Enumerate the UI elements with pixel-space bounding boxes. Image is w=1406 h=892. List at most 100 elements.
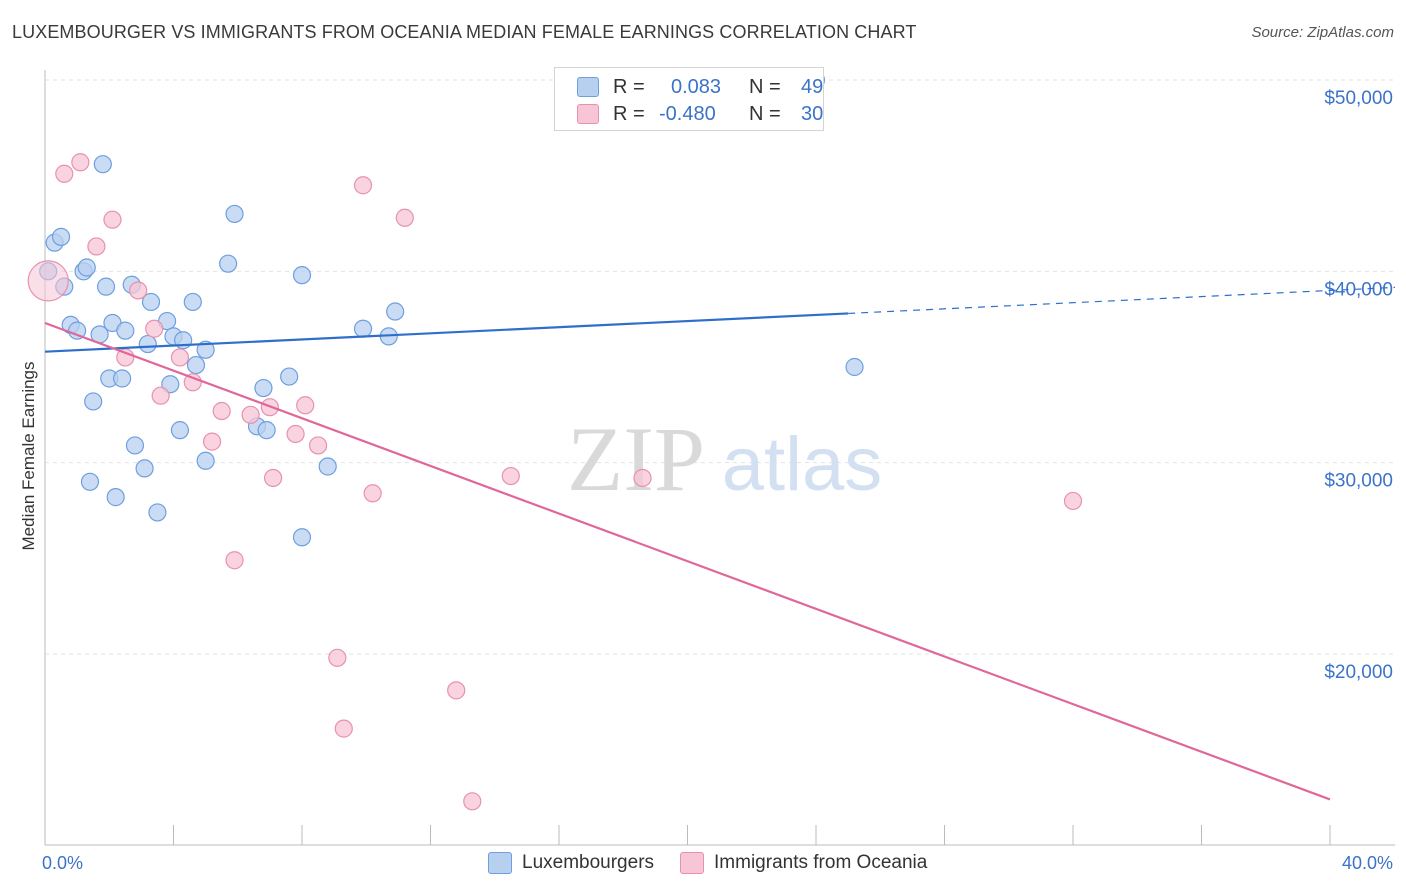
oceania-point — [463, 792, 482, 811]
luxembourgers-point — [183, 292, 202, 312]
oceania-point — [353, 176, 373, 195]
series-legend: Luxembourgers Immigrants from Oceania — [488, 852, 953, 874]
luxembourgers-point — [125, 436, 145, 455]
legend-row-oceania: R = -0.480 N = 30 — [577, 101, 823, 127]
luxembourgers-point — [196, 340, 215, 359]
luxembourgers-point — [196, 451, 215, 470]
legend-r-value: -0.480 — [659, 102, 716, 125]
luxembourgers-point — [280, 367, 299, 386]
luxembourgers-point — [170, 421, 190, 440]
y-tick-labels: $20,000 $30,000 $40,000 $50,000 — [1324, 88, 1393, 683]
axes — [44, 70, 1395, 846]
luxembourgers-point — [138, 334, 157, 354]
x-tick-label-min: 0.0% — [42, 853, 83, 873]
legend-swatch-blue — [488, 852, 512, 874]
oceania-point — [27, 260, 69, 302]
legend-r-label: R = — [613, 102, 645, 125]
x-tick-labels: 0.0% 40.0% — [42, 853, 1393, 873]
oceania-point — [447, 681, 466, 700]
legend-n-label: N = — [749, 75, 781, 98]
y-tick-label: $50,000 — [1324, 88, 1393, 109]
luxembourgers-point — [386, 302, 405, 321]
legend-swatch-pink — [577, 104, 599, 124]
luxembourgers-point — [148, 503, 167, 522]
oceania-point — [212, 401, 231, 421]
y-axis-title: Median Female Earnings — [19, 362, 38, 551]
oceania-point — [71, 153, 90, 172]
luxembourgers-point — [84, 392, 103, 411]
oceania-point — [501, 466, 520, 486]
luxembourgers-point — [225, 204, 244, 224]
legend-n-label: N = — [749, 102, 781, 125]
legend-r-value: 0.083 — [671, 75, 722, 98]
luxembourgers-point — [77, 258, 96, 277]
luxembourgers-point — [93, 155, 112, 174]
luxembourgers-point — [106, 488, 125, 507]
oceania-point — [241, 405, 260, 424]
oceania-point — [145, 319, 164, 338]
oceania-point — [225, 551, 244, 570]
oceania-trend-line — [44, 321, 1331, 801]
luxembourgers-point — [292, 528, 312, 547]
luxembourgers-trend-line — [44, 312, 849, 353]
legend-r-label: R = — [613, 75, 645, 98]
oceania-point — [328, 648, 347, 667]
luxembourgers-point — [257, 421, 276, 440]
watermark: ZIP atlas — [567, 408, 882, 510]
oceania-point — [202, 432, 222, 451]
source-credit: Source: ZipAtlas.com — [1251, 24, 1394, 41]
chart-title: LUXEMBOURGER VS IMMIGRANTS FROM OCEANIA … — [12, 22, 917, 42]
oceania-point — [55, 164, 74, 183]
luxembourgers-point — [51, 227, 71, 246]
luxembourgers-point — [292, 266, 312, 285]
legend-n-value: 30 — [801, 102, 824, 125]
luxembourgers-point — [96, 277, 116, 296]
oceania-point — [103, 210, 122, 229]
watermark-zip: ZIP — [567, 408, 705, 510]
oceania-point — [170, 348, 190, 367]
luxembourgers-point — [141, 292, 161, 312]
oceania-point — [183, 373, 202, 392]
legend-label-luxembourgers: Luxembourgers — [522, 852, 655, 873]
oceania-point — [296, 396, 315, 415]
legend-swatch-pink — [680, 852, 705, 874]
legend-n-value: 49 — [801, 75, 824, 98]
x-tick-label-max: 40.0% — [1342, 853, 1393, 873]
legend-row-luxembourgers: R = 0.083 N = 49 — [577, 74, 823, 100]
y-tick-label: $40,000 — [1324, 279, 1393, 300]
trend-lines — [44, 286, 1396, 801]
legend-label-oceania: Immigrants from Oceania — [714, 852, 928, 873]
y-tick-label: $30,000 — [1324, 471, 1393, 492]
luxembourgers-point — [112, 369, 132, 388]
legend-item-oceania: Immigrants from Oceania — [680, 852, 927, 874]
luxembourgers-trend-extension — [848, 286, 1396, 315]
oceania-point — [263, 468, 283, 488]
oceania-point — [334, 719, 353, 738]
luxembourgers-point — [254, 378, 273, 398]
legend-swatch-blue — [577, 77, 599, 97]
oceania-point — [363, 484, 382, 503]
oceania-points — [27, 153, 1083, 811]
correlation-legend: R = 0.083 N = 49 R = -0.480 N = 30 — [554, 67, 824, 131]
watermark-atlas: atlas — [722, 422, 883, 507]
grid-lines — [45, 79, 1395, 655]
luxembourgers-point — [318, 457, 337, 476]
luxembourgers-point — [845, 357, 864, 377]
oceania-point — [633, 468, 652, 488]
luxembourgers-point — [353, 319, 373, 338]
luxembourgers-point — [80, 472, 100, 491]
oceania-point — [1063, 491, 1083, 511]
luxembourgers-point — [186, 355, 206, 375]
luxembourgers-point — [219, 254, 238, 273]
oceania-point — [87, 237, 106, 256]
luxembourgers-point — [116, 321, 135, 340]
legend-item-luxembourgers: Luxembourgers — [488, 852, 654, 874]
oceania-point — [308, 436, 328, 455]
luxembourgers-points — [39, 70, 864, 547]
oceania-point — [151, 386, 170, 405]
oceania-point — [395, 208, 414, 227]
oceania-point — [129, 281, 148, 300]
luxembourgers-point — [135, 459, 154, 478]
y-tick-label: $20,000 — [1324, 662, 1393, 683]
